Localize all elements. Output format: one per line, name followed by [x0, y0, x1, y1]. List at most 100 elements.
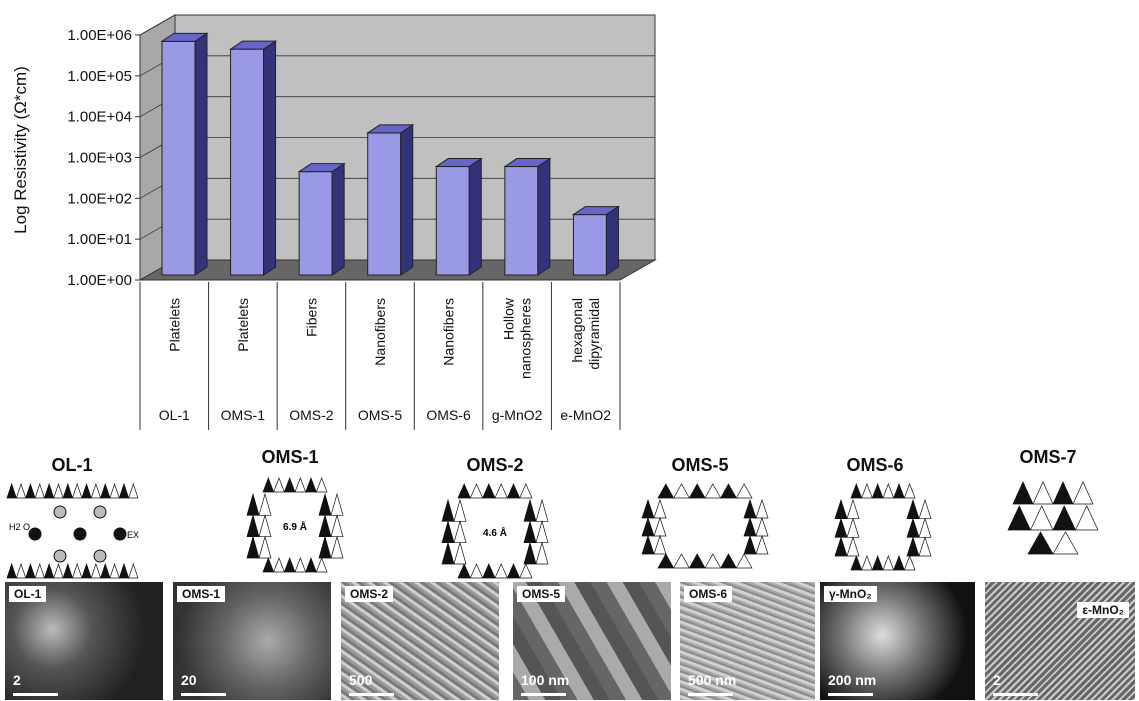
tunnel-wall: [258, 514, 272, 538]
bar-side: [468, 157, 482, 276]
octahedra-cluster: [1052, 505, 1077, 531]
sem-image: γ-MnO₂ 200 nm: [820, 582, 975, 700]
scale-value: 20: [181, 672, 197, 688]
tunnel-bottom: [704, 553, 722, 569]
category-morphology-label: Platelets: [235, 298, 251, 352]
scale-bar: [688, 693, 733, 696]
sem-label: ε-MnO₂: [1077, 602, 1129, 618]
tunnel-bottom: [688, 553, 706, 569]
tunnel-top: [871, 483, 884, 499]
water-molecule: [53, 549, 67, 563]
bar-top: [366, 124, 415, 134]
tunnel-wall: [523, 520, 537, 544]
octahedra-layer: [6, 482, 17, 499]
tunnel-wall: [834, 498, 848, 520]
tunnel-wall: [906, 498, 920, 520]
octahedra-layer: [34, 562, 45, 579]
category-material-label: g-MnO2: [492, 407, 543, 423]
tunnel-top: [882, 483, 895, 499]
structure-diagram: 6.9 Å: [246, 477, 344, 573]
tunnel-top: [893, 483, 905, 499]
tunnel-wall: [834, 536, 848, 557]
tunnel-top: [903, 483, 916, 499]
tunnel-bottom: [283, 557, 296, 573]
y-tick-label: 1.00E+05: [67, 68, 132, 85]
scale-value: 100 nm: [521, 672, 570, 688]
sem-label: OL-1: [9, 586, 47, 602]
tunnel-bottom: [494, 563, 508, 579]
scale-bar: [521, 693, 566, 696]
tunnel-wall: [918, 536, 932, 557]
tunnel-bottom: [506, 563, 521, 579]
tunnel-top: [283, 477, 296, 493]
tunnel-bottom: [903, 555, 916, 571]
sem-image: OMS-2 500: [341, 582, 499, 700]
octahedra-cluster: [1032, 481, 1054, 505]
tunnel-wall: [258, 535, 272, 559]
sem-label: OMS-1: [177, 586, 226, 602]
structure-diagram: H2 O EX: [6, 482, 139, 579]
structure-title: OMS-6: [846, 455, 904, 475]
tunnel-top: [262, 477, 275, 493]
tunnel-top: [315, 477, 328, 493]
category-morphology-label: Nanofibers: [372, 298, 388, 366]
tunnel-wall: [535, 498, 549, 522]
tunnel-bottom: [262, 557, 275, 573]
tunnel-top: [506, 483, 521, 499]
bar-top: [571, 206, 621, 216]
tunnel-bottom: [882, 555, 895, 571]
scale-bar: [993, 693, 1038, 696]
tunnel-wall: [330, 535, 344, 559]
scale-bar: [181, 693, 226, 696]
octahedra-cluster: [1007, 505, 1032, 531]
sem-label: OMS-2: [345, 586, 394, 602]
tunnel-bottom: [457, 563, 471, 579]
exchange-cation: [113, 527, 127, 541]
structure-title: OMS-1: [261, 447, 319, 467]
octahedra-layer: [128, 482, 139, 499]
sem-image: OMS-1 20: [173, 582, 331, 700]
bar-side: [331, 162, 345, 276]
y-axis-ticks: 1.00E+00 1.00E+01 1.00E+02 1.00E+03 1.00E+04…: [67, 27, 141, 289]
octahedra-cluster: [1052, 531, 1079, 555]
chart-bars: [160, 32, 621, 276]
tunnel-wall: [743, 516, 757, 537]
tunnel-bottom: [735, 553, 753, 569]
tunnel-top: [469, 483, 484, 499]
bar-top: [160, 32, 209, 42]
category-material-label: OMS-2: [289, 407, 334, 423]
tunnel-top: [704, 483, 722, 499]
tunnel-wall: [755, 498, 769, 519]
bar: [367, 132, 402, 276]
bar-top: [297, 163, 346, 173]
tunnel-bottom: [861, 555, 873, 571]
structure-title: OL-1: [51, 455, 93, 475]
category-table: Platelets OL-1 Platelets OMS-1 Fibers OMS-2 Na…: [139, 282, 621, 430]
octahedra-layer: [81, 482, 92, 499]
tunnel-bottom: [519, 563, 533, 579]
octahedra-layer: [128, 562, 139, 579]
category-morphology-label: Nanofibers: [441, 298, 457, 366]
scale-value: 500 nm: [688, 672, 737, 688]
category-morphology-label: Hollow: [501, 297, 517, 340]
tunnel-bottom: [315, 557, 328, 573]
scale-value: 2: [993, 672, 1001, 688]
tunnel-top: [273, 477, 285, 493]
tunnel-wall: [743, 498, 757, 519]
octahedra-cluster: [1027, 531, 1054, 555]
tunnel-wall: [330, 492, 344, 516]
bar: [504, 166, 539, 276]
structure-title: OMS-2: [466, 455, 524, 475]
bar-side: [605, 205, 619, 276]
octahedra-layer: [53, 482, 64, 499]
y-tick-label: 1.00E+00: [67, 272, 132, 289]
sem-label: γ-MnO₂: [824, 586, 877, 602]
tunnel-wall: [641, 498, 655, 519]
tunnel-wall: [918, 498, 932, 520]
scale-value: 200 nm: [828, 672, 877, 688]
category-morphology-label: Platelets: [166, 298, 182, 352]
tunnel-wall: [441, 520, 455, 544]
scale-bar: [13, 693, 58, 696]
bar: [298, 171, 333, 276]
tunnel-wall: [258, 492, 272, 516]
